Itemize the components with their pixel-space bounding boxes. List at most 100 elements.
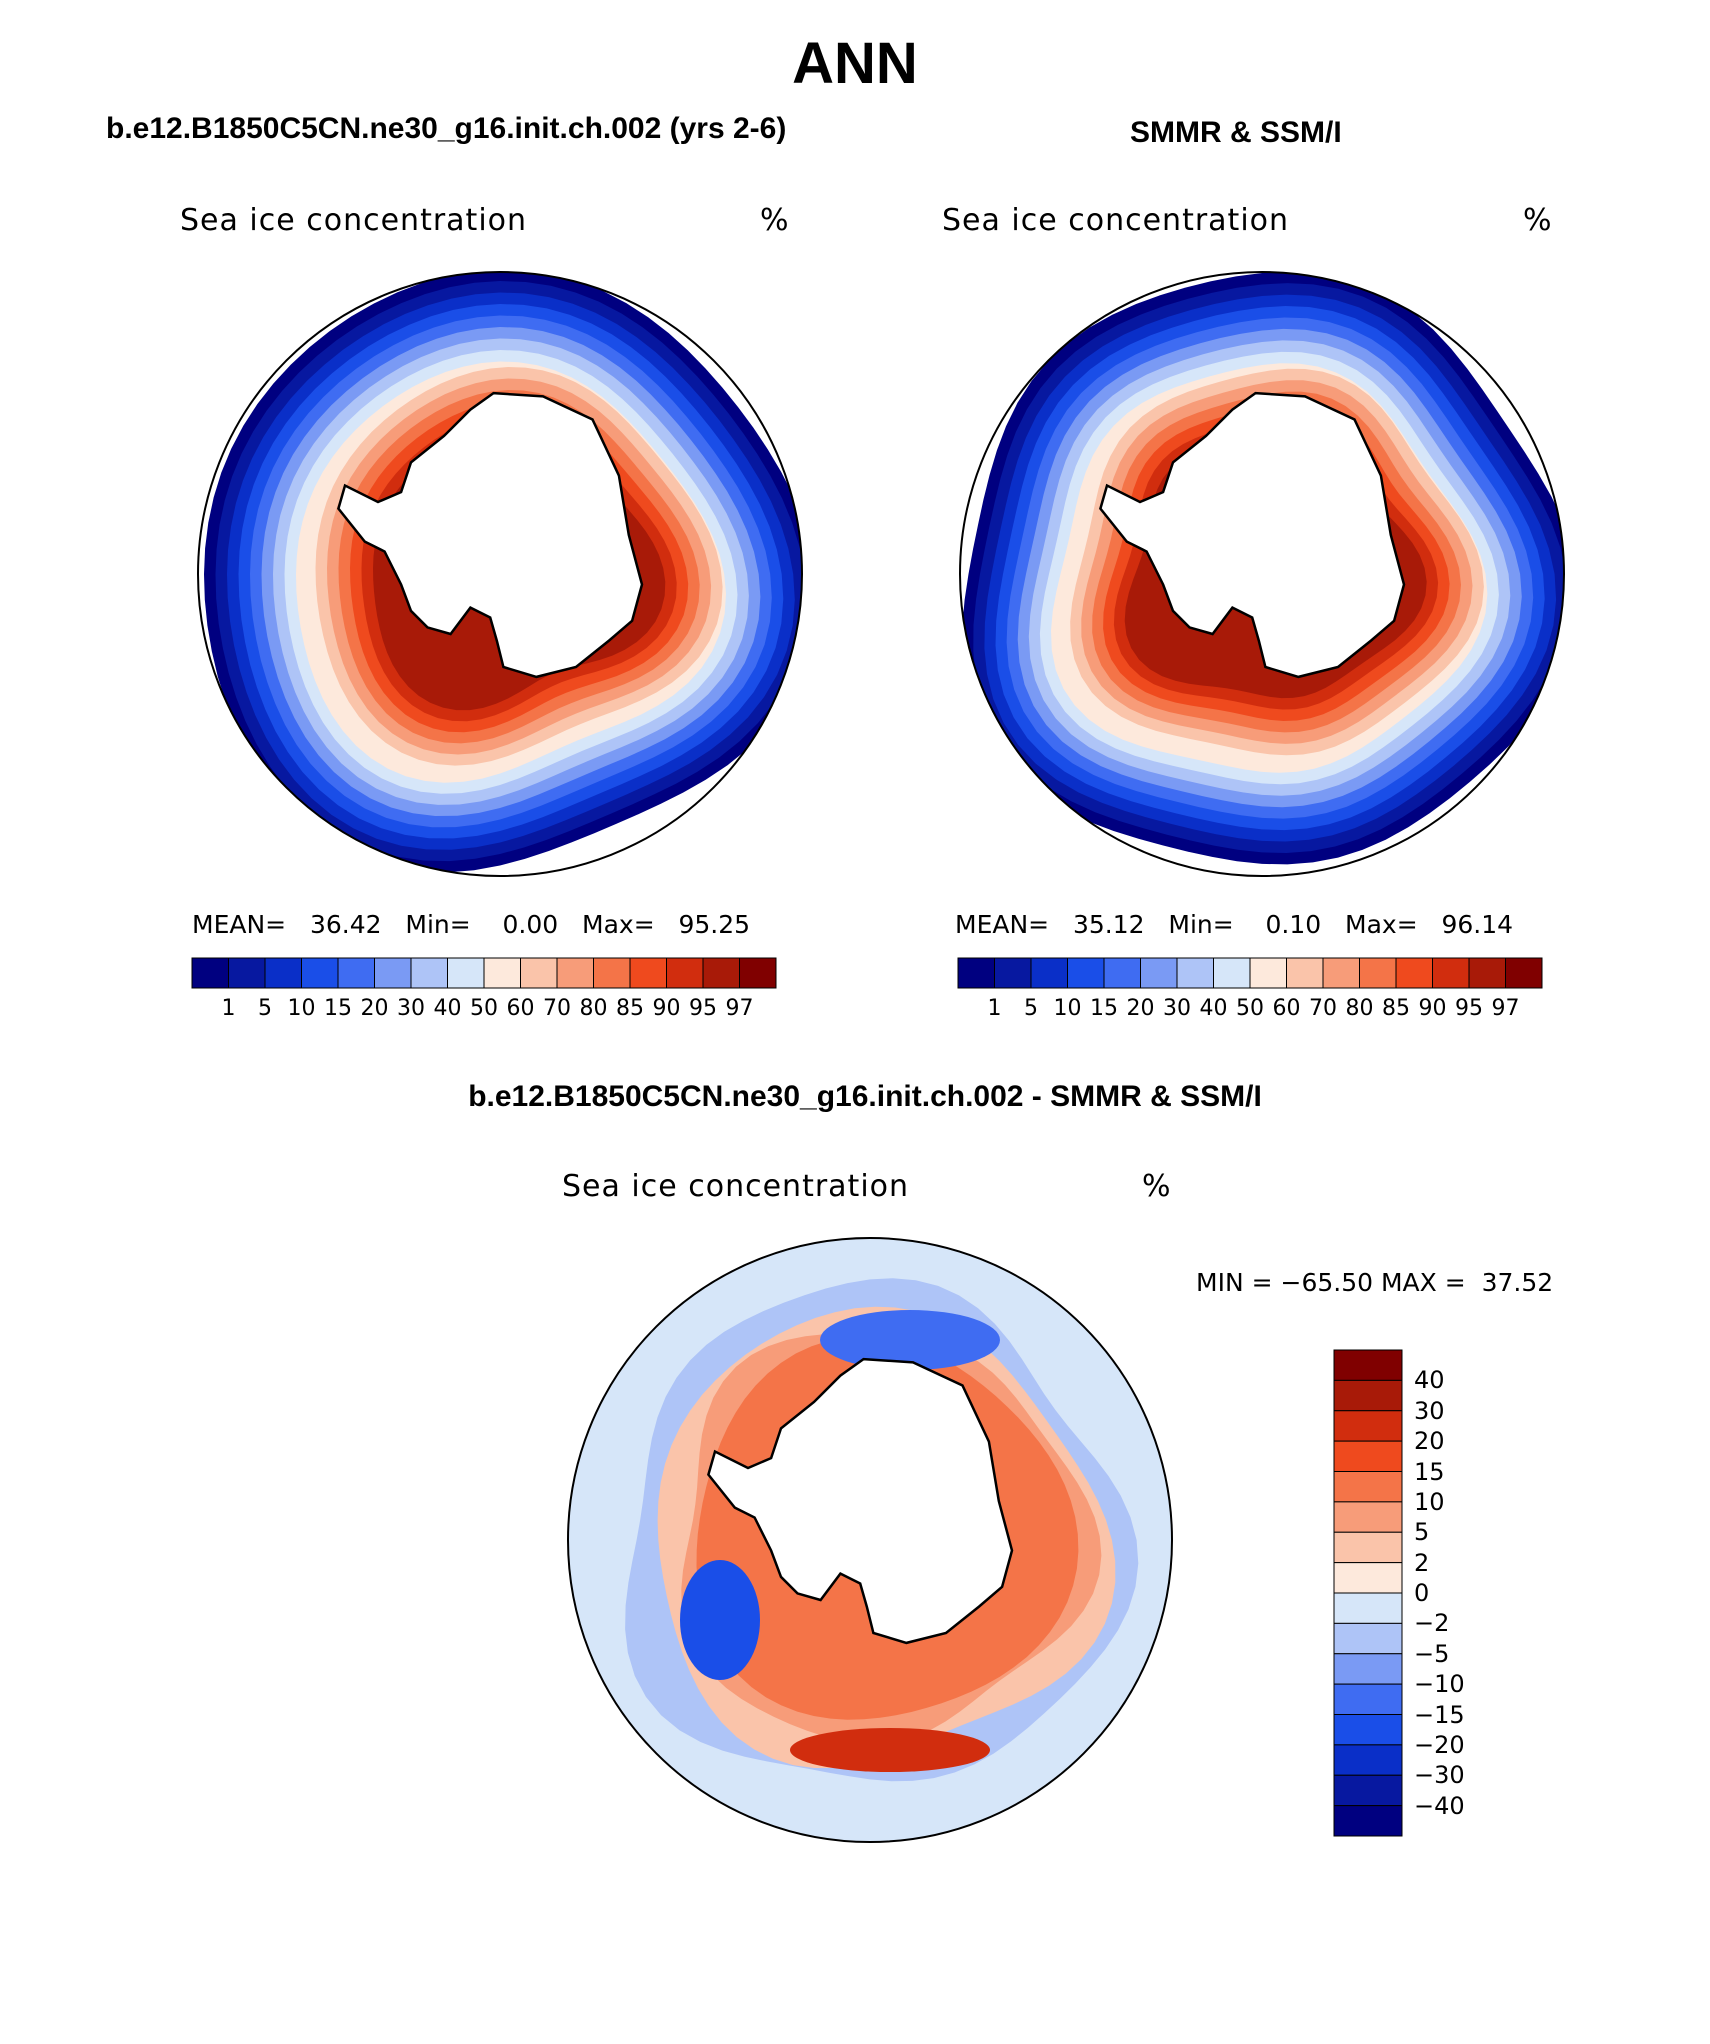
map-boundary — [197, 271, 803, 877]
colorbar-box — [228, 957, 266, 989]
contour-band — [680, 1560, 760, 1680]
obs-concentration-map — [959, 271, 1565, 877]
map-boundary — [567, 1237, 1173, 1843]
colorbar-box — [264, 957, 302, 989]
colorbar-tick-label: 10 — [1414, 1487, 1445, 1516]
colorbar-tick-label: 15 — [1090, 996, 1118, 1021]
obs-mean-label: MEAN= — [955, 910, 1050, 939]
map-boundary — [959, 271, 1565, 877]
figure-title: ANN — [792, 31, 918, 96]
colorbar-box — [1333, 1562, 1403, 1594]
colorbar-tick-label: 80 — [579, 996, 608, 1021]
colorbar-box — [1333, 1440, 1403, 1472]
colorbar-box — [520, 957, 558, 989]
colorbar-box — [1333, 1683, 1403, 1715]
map-field — [960, 272, 1564, 876]
colorbar-box — [447, 957, 485, 989]
colorbar-tick-label: −2 — [1414, 1609, 1450, 1638]
colorbar-tick-label: 80 — [1345, 996, 1374, 1021]
colorbar-box — [1249, 957, 1287, 989]
obs-units-label: % — [1523, 203, 1553, 238]
model-panel-heading: b.e12.B1850C5CN.ne30_g16.init.ch.002 (yr… — [106, 112, 787, 145]
colorbar-box — [483, 957, 521, 989]
colorbar-tick-label: 50 — [1236, 996, 1264, 1021]
colorbar-tick-label: −40 — [1414, 1791, 1465, 1820]
model-concentration-map — [197, 271, 803, 877]
colorbar-tick-label: 30 — [1414, 1396, 1445, 1425]
colorbar-box — [1333, 1805, 1403, 1837]
colorbar-box — [1067, 957, 1105, 989]
colorbar-box — [1333, 1410, 1403, 1442]
colorbar-box — [739, 957, 777, 989]
colorbar-box — [1333, 1471, 1403, 1503]
obs-max-value: 96.14 — [1441, 910, 1514, 939]
model-max-value: 95.25 — [678, 910, 751, 939]
colorbar-box — [301, 957, 339, 989]
colorbar-box — [593, 957, 631, 989]
antarctica-land — [1099, 391, 1406, 679]
colorbar-tick-label: 95 — [1455, 996, 1483, 1021]
colorbar-box — [1333, 1379, 1403, 1412]
colorbar-tick-label: 10 — [1053, 996, 1082, 1021]
colorbar-tick-label: 40 — [433, 996, 462, 1021]
obs-min-value: 0.10 — [1265, 910, 1322, 939]
colorbar-box — [1333, 1744, 1403, 1776]
colorbar-box — [1333, 1774, 1403, 1807]
colorbar-box — [1359, 957, 1397, 989]
obs-max-label: Max= — [1345, 910, 1418, 939]
colorbar-tick-label: 20 — [360, 996, 389, 1021]
colorbar-box — [1468, 957, 1506, 989]
difference-map — [567, 1237, 1173, 1843]
colorbar-tick-label: 50 — [470, 996, 498, 1021]
colorbar-tick-label: 90 — [1418, 996, 1447, 1021]
colorbar-box — [629, 957, 667, 989]
colorbar-tick-label: 0 — [1414, 1579, 1430, 1607]
model-max-label: Max= — [582, 910, 655, 939]
diff-units-label: % — [1142, 1169, 1172, 1204]
colorbar-box — [957, 957, 995, 989]
model-units-label: % — [760, 203, 790, 238]
colorbar-box — [1333, 1653, 1403, 1685]
obs-panel-heading: SMMR & SSM/I — [1130, 116, 1342, 149]
colorbar-box — [1333, 1531, 1403, 1564]
colorbar-tick-label: 95 — [689, 996, 717, 1021]
diff-stats: MIN = −65.50 MAX = 37.52 — [1196, 1268, 1553, 1297]
colorbar-box — [1140, 957, 1178, 989]
colorbar-tick-label: −5 — [1414, 1639, 1450, 1668]
diff-min-label: MIN = — [1196, 1268, 1273, 1297]
contour-band — [820, 1310, 1000, 1370]
colorbar-box — [994, 957, 1032, 989]
colorbar-box — [1103, 957, 1141, 989]
colorbar-box — [1395, 957, 1433, 989]
colorbar-box — [1505, 957, 1543, 989]
obs-variable-label: Sea ice concentration — [942, 203, 1290, 238]
colorbar-tick-label: 5 — [1024, 996, 1038, 1021]
colorbar-box — [337, 957, 375, 989]
colorbar-tick-label: 5 — [258, 996, 272, 1021]
colorbar-box — [410, 957, 448, 989]
colorbar-tick-label: 5 — [1414, 1518, 1430, 1547]
colorbar-tick-label: 60 — [506, 996, 535, 1021]
colorbar-box — [1333, 1714, 1403, 1746]
colorbar-tick-label: 30 — [1163, 996, 1191, 1021]
colorbar-tick-label: 20 — [1126, 996, 1155, 1021]
diff-max-value: 37.52 — [1481, 1268, 1554, 1297]
colorbar-tick-label: 15 — [1414, 1457, 1445, 1486]
diff-variable-label: Sea ice concentration — [562, 1169, 910, 1204]
obs-stats: MEAN= 35.12 Min= 0.10 Max= 96.14 — [955, 910, 1513, 939]
difference-colorbar — [1333, 1349, 1403, 1837]
antarctica-land — [707, 1357, 1014, 1645]
colorbar-box — [702, 957, 740, 989]
colorbar-box — [1213, 957, 1251, 989]
colorbar-box — [374, 957, 412, 989]
colorbar-box — [191, 957, 229, 989]
model-mean-label: MEAN= — [192, 910, 287, 939]
obs-min-label: Min= — [1168, 910, 1234, 939]
colorbar-tick-label: 20 — [1414, 1427, 1445, 1456]
obs-mean-value: 35.12 — [1072, 910, 1145, 939]
colorbar-box — [1432, 957, 1470, 989]
antarctica-land — [337, 391, 644, 679]
model-mean-value: 36.42 — [309, 910, 382, 939]
colorbar-tick-label: −15 — [1414, 1700, 1465, 1729]
